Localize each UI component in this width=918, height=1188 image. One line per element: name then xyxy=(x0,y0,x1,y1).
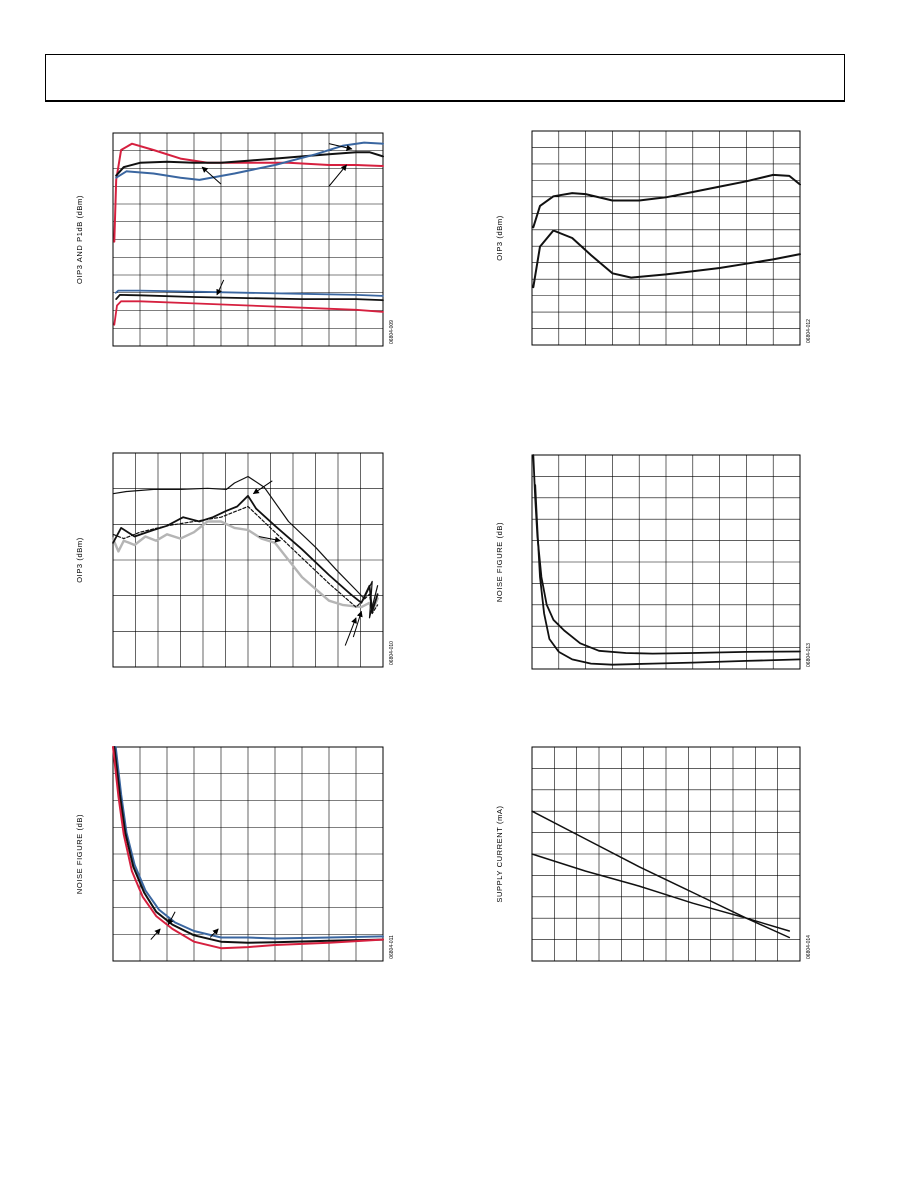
plot-frame xyxy=(112,132,384,347)
figure-id-label: 06804-010 xyxy=(389,641,395,665)
page-header-box xyxy=(45,54,845,102)
y-axis-label: OIP3 (dBm) xyxy=(75,537,84,583)
annotation-arrow xyxy=(150,928,161,940)
y-axis-label: NOISE FIGURE (dB) xyxy=(495,522,504,602)
charts-root: OIP3 AND P1dB (dBm) 06804-009 OIP3 (dBm) 06… xyxy=(75,130,812,962)
chart-2: OIP3 (dBm) 06804-012 xyxy=(495,130,812,346)
plot-frame xyxy=(112,746,384,962)
series-line-1 xyxy=(111,520,379,613)
series-line-4 xyxy=(112,475,379,619)
figure-id-label: 06804-011 xyxy=(389,935,395,959)
series-line-2 xyxy=(115,151,384,177)
figure-id-label: 06804-009 xyxy=(389,320,395,344)
figure-id-label: 06804-013 xyxy=(806,643,812,667)
plot-frame xyxy=(531,130,801,346)
series-line-1 xyxy=(531,810,791,939)
annotation-arrow xyxy=(201,166,222,185)
series-line-6 xyxy=(113,300,384,326)
chart-4: NOISE FIGURE (dB) 06804-013 xyxy=(495,454,812,670)
annotation-arrow xyxy=(216,279,225,296)
annotation-arrow xyxy=(209,928,219,938)
annotation-arrow xyxy=(328,143,353,151)
series-line-2 xyxy=(534,484,801,666)
figure-id-label: 06804-014 xyxy=(806,935,812,959)
chart-3: OIP3 (dBm) 06804-010 xyxy=(75,452,395,668)
series-line-3 xyxy=(112,746,384,950)
annotation-arrow xyxy=(352,610,363,638)
series-line-2 xyxy=(532,229,801,289)
annotation-arrow xyxy=(167,911,176,926)
y-axis-label: OIP3 AND P1dB (dBm) xyxy=(75,195,84,284)
series-line-1 xyxy=(113,142,384,243)
y-axis-label: SUPPLY CURRENT (mA) xyxy=(495,805,504,902)
y-axis-label: OIP3 (dBm) xyxy=(495,215,504,261)
plot-frame xyxy=(531,454,801,670)
series-line-3 xyxy=(112,494,379,613)
chart-5: NOISE FIGURE (dB) 06804-011 xyxy=(75,746,395,962)
figure-id-label: 06804-012 xyxy=(806,319,812,343)
plot-frame xyxy=(112,452,384,668)
y-axis-label: NOISE FIGURE (dB) xyxy=(75,814,84,894)
series-line-1 xyxy=(532,454,801,655)
annotation-arrow xyxy=(344,617,357,646)
series-line-1 xyxy=(532,173,801,229)
annotation-arrow xyxy=(252,480,273,495)
series-line-5 xyxy=(115,294,384,302)
chart-1: OIP3 AND P1dB (dBm) 06804-009 xyxy=(75,132,395,347)
series-line-2 xyxy=(531,853,791,932)
series-line-1 xyxy=(114,746,384,940)
annotation-arrow xyxy=(258,535,281,543)
chart-6: SUPPLY CURRENT (mA) 06804-014 xyxy=(495,746,812,962)
annotation-arrow xyxy=(328,164,347,187)
series-line-3 xyxy=(115,141,384,181)
